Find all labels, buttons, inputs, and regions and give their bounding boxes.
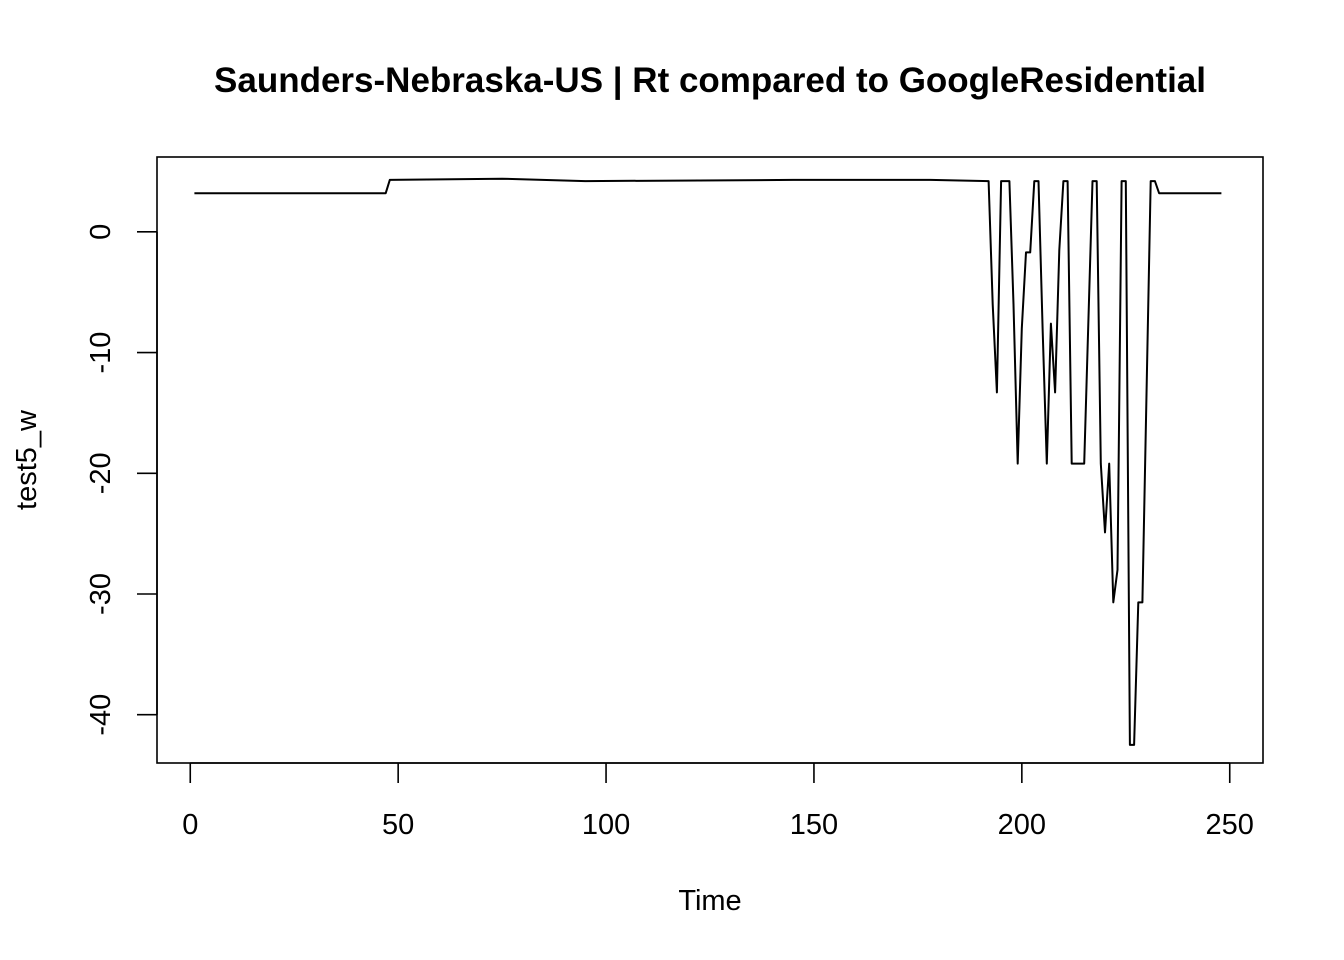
series-line	[194, 177, 1222, 746]
y-tick-label: -20	[85, 452, 117, 494]
y-axis: 0 -10 -20 -30 -40	[85, 224, 158, 736]
y-tick-label: -10	[85, 332, 117, 374]
x-tick-label: 50	[382, 809, 414, 841]
chart-title: Saunders-Nebraska-US | Rt compared to Go…	[214, 61, 1206, 100]
y-axis-label: test5_w	[11, 409, 43, 510]
y-tick-label: -30	[85, 573, 117, 615]
x-tick-label: 0	[182, 809, 198, 841]
x-tick-label: 150	[790, 809, 838, 841]
y-tick-label: -40	[85, 694, 117, 736]
x-tick-label: 200	[998, 809, 1046, 841]
y-tick-label: 0	[85, 224, 117, 240]
x-tick-label: 100	[582, 809, 630, 841]
x-tick-label: 250	[1206, 809, 1254, 841]
x-axis-label: Time	[678, 885, 741, 917]
x-axis: 0 50 100 150 200 250	[182, 762, 1254, 841]
